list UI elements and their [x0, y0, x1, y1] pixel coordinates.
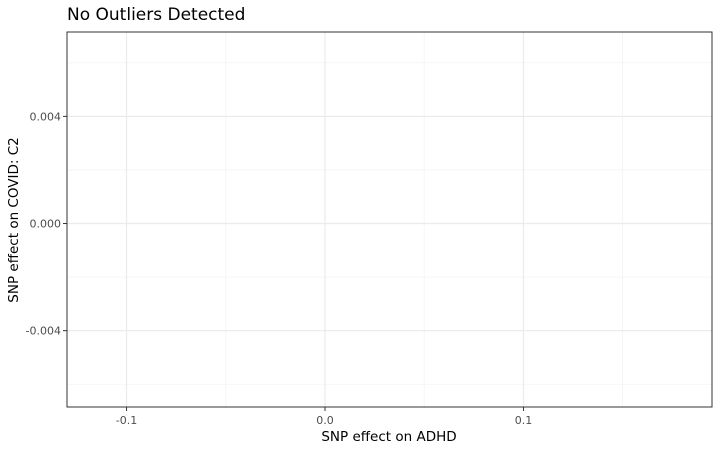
- y-tick-label: 0.000: [30, 218, 62, 231]
- y-tick-label: -0.004: [26, 325, 61, 338]
- chart-title: No Outliers Detected: [67, 5, 245, 25]
- plot-panel: [67, 32, 712, 407]
- y-tick-label: 0.004: [30, 110, 62, 123]
- x-tick-label: 0.0: [316, 414, 334, 427]
- x-tick-label: -0.1: [116, 414, 137, 427]
- panel-border: [66, 31, 713, 408]
- x-axis-label: SNP effect on ADHD: [321, 429, 456, 445]
- y-axis-label: SNP effect on COVID: C2: [6, 137, 22, 302]
- x-tick-label: 0.1: [515, 414, 533, 427]
